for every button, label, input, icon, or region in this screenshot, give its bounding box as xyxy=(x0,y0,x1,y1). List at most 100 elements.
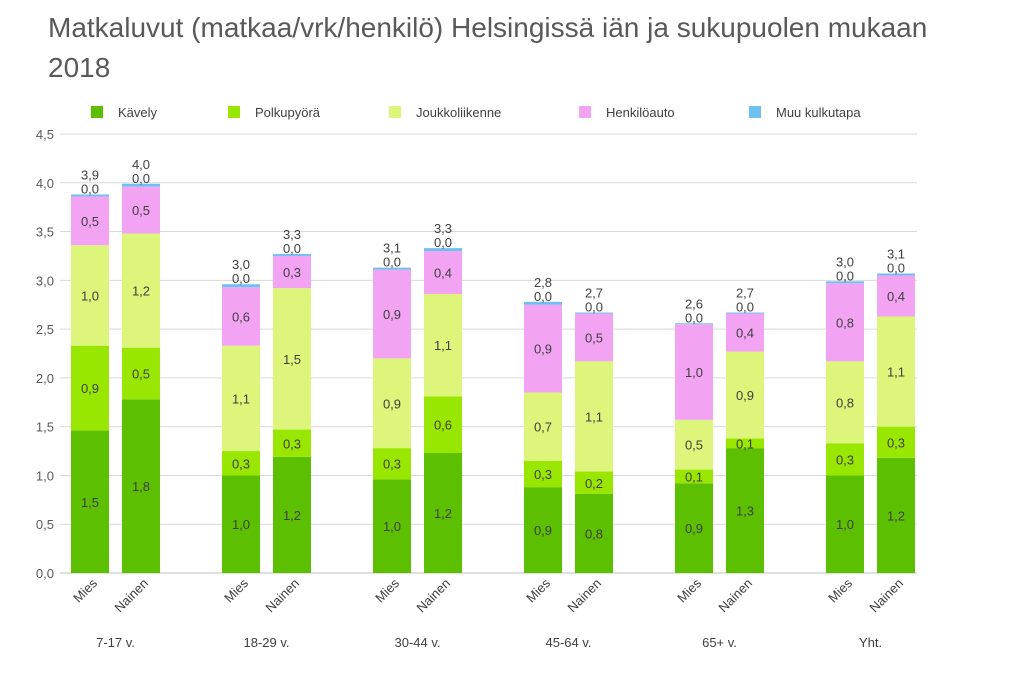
data-label: 0,3 xyxy=(383,457,401,472)
bar-segment xyxy=(122,183,160,187)
bar-segment xyxy=(122,347,160,400)
bar-segment xyxy=(373,448,411,480)
bar-segment xyxy=(726,312,764,314)
bar-segment xyxy=(877,316,915,427)
data-label: 0,2 xyxy=(585,476,603,491)
data-label: 0,3 xyxy=(887,435,905,450)
x-tick-label: Mies xyxy=(221,575,251,605)
data-label: 0,8 xyxy=(836,315,854,330)
data-label: 1,2 xyxy=(283,508,301,523)
total-label: 3,0 xyxy=(836,254,854,269)
bar-segment xyxy=(222,475,260,573)
bar-segment xyxy=(675,469,713,484)
bar-segment xyxy=(726,351,764,439)
bar-segment xyxy=(424,293,462,397)
total-label: 2,6 xyxy=(685,296,703,311)
data-label: 1,1 xyxy=(232,391,250,406)
x-tick-label: Mies xyxy=(372,575,402,605)
data-label: 1,1 xyxy=(434,338,452,353)
legend-swatch xyxy=(389,106,401,118)
bar-segment xyxy=(273,288,311,430)
bar-segment xyxy=(373,358,411,449)
data-label: 0,1 xyxy=(736,436,754,451)
bar-segment xyxy=(222,345,260,452)
bar-segment xyxy=(726,438,764,449)
data-label: 0,9 xyxy=(383,307,401,322)
y-tick-label: 4,0 xyxy=(36,176,54,191)
data-label: 0,0 xyxy=(283,241,301,256)
data-label: 0,8 xyxy=(836,395,854,410)
group-label: 45-64 v. xyxy=(545,635,591,650)
data-label: 0,5 xyxy=(585,330,603,345)
bar-segment xyxy=(877,275,915,317)
bar-segment xyxy=(826,281,864,284)
bar-segment xyxy=(71,194,109,197)
data-label: 1,2 xyxy=(132,284,150,299)
data-label: 0,6 xyxy=(232,309,250,324)
bar-segment xyxy=(273,255,311,289)
data-label: 0,5 xyxy=(685,438,703,453)
x-tick-label: Nainen xyxy=(111,576,151,616)
bar-segment xyxy=(71,345,109,431)
y-tick-label: 2,5 xyxy=(36,322,54,337)
data-label: 1,0 xyxy=(232,517,250,532)
data-label: 0,8 xyxy=(585,526,603,541)
legend-swatch xyxy=(749,106,761,118)
data-label: 0,4 xyxy=(887,289,905,304)
bar-segment xyxy=(373,267,411,270)
total-label: 3,0 xyxy=(232,257,250,272)
data-label: 0,0 xyxy=(736,300,754,315)
bar-segment xyxy=(273,429,311,457)
total-label: 3,1 xyxy=(887,247,905,262)
x-tick-label: Mies xyxy=(825,575,855,605)
data-label: 1,5 xyxy=(81,495,99,510)
legend-label: Polkupyörä xyxy=(255,105,321,120)
data-label: 1,0 xyxy=(685,365,703,380)
bar-segment xyxy=(122,233,160,348)
total-label: 3,3 xyxy=(283,227,301,242)
data-label: 1,0 xyxy=(383,519,401,534)
total-label: 2,7 xyxy=(736,286,754,301)
group-label: 65+ v. xyxy=(702,635,737,650)
bar-segment xyxy=(424,396,462,454)
bar-segment xyxy=(273,456,311,573)
bar-segment xyxy=(524,487,562,573)
data-label: 0,9 xyxy=(534,342,552,357)
data-label: 0,5 xyxy=(132,366,150,381)
bar-segment xyxy=(373,269,411,359)
data-label: 0,0 xyxy=(81,181,99,196)
total-label: 2,7 xyxy=(585,286,603,301)
y-tick-label: 2,0 xyxy=(36,371,54,386)
data-label: 0,5 xyxy=(132,203,150,218)
chart-title: Matkaluvut (matkaa/vrk/henkilö) Helsingi… xyxy=(48,12,928,83)
data-label: 0,9 xyxy=(383,396,401,411)
x-tick-label: Mies xyxy=(523,575,553,605)
bar-segment xyxy=(575,313,613,362)
data-label: 0,0 xyxy=(585,300,603,315)
bar-segment xyxy=(524,392,562,461)
bar-segment xyxy=(826,475,864,573)
data-label: 0,7 xyxy=(534,420,552,435)
bar-segment xyxy=(675,324,713,420)
bar-segment xyxy=(726,313,764,352)
bar-segment xyxy=(424,251,462,294)
x-tick-label: Mies xyxy=(70,575,100,605)
data-label: 1,2 xyxy=(434,506,452,521)
total-label: 2,8 xyxy=(534,275,552,290)
data-label: 0,9 xyxy=(534,523,552,538)
bar-segment xyxy=(826,443,864,476)
legend-swatch xyxy=(91,106,103,118)
y-tick-label: 3,0 xyxy=(36,273,54,288)
bar-segment xyxy=(524,301,562,305)
data-label: 0,3 xyxy=(534,467,552,482)
data-label: 0,0 xyxy=(232,271,250,286)
data-label: 0,3 xyxy=(283,436,301,451)
group-label: 7-17 v. xyxy=(96,635,135,650)
y-tick-label: 1,5 xyxy=(36,420,54,435)
data-label: 0,3 xyxy=(232,456,250,471)
data-label: 1,0 xyxy=(81,288,99,303)
bar-segment xyxy=(222,451,260,476)
data-label: 1,3 xyxy=(736,504,754,519)
data-label: 0,0 xyxy=(383,255,401,270)
bar-segment xyxy=(575,312,613,314)
